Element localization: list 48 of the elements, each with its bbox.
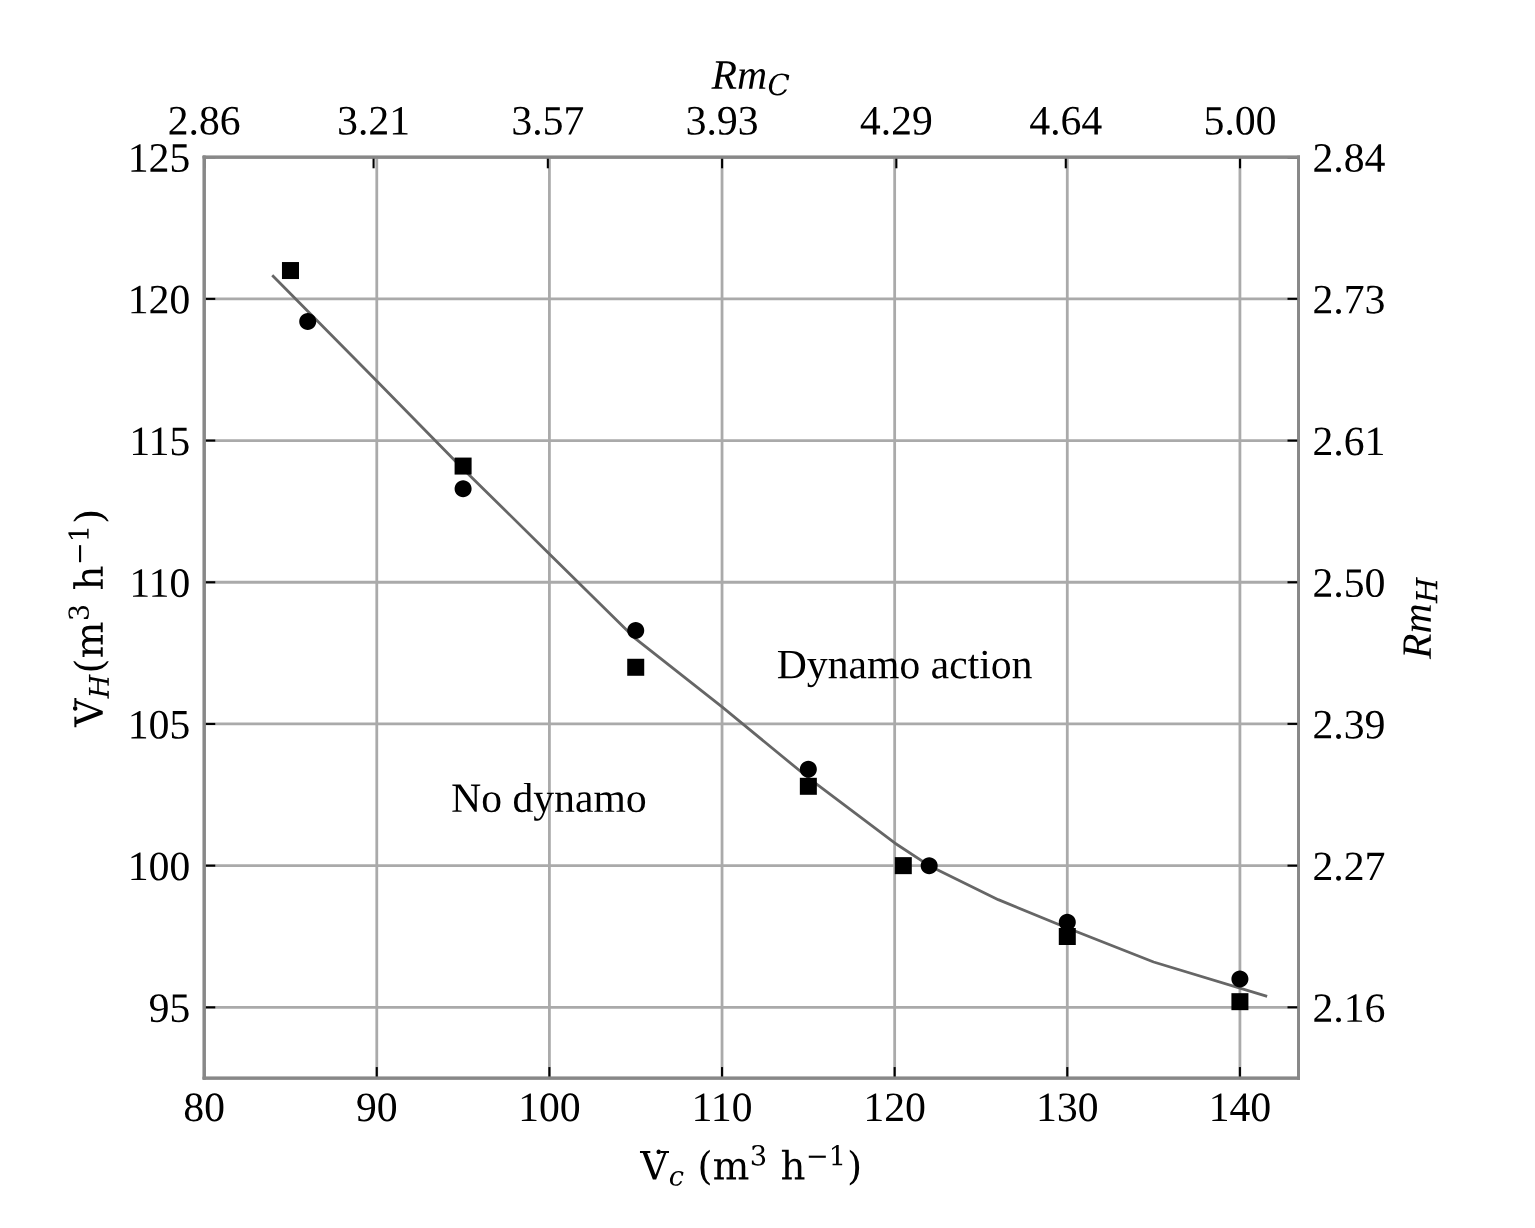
line-series (271, 274, 1268, 998)
y-tick-label: 110 (132, 569, 189, 598)
x-tick-label: 140 (1212, 1093, 1270, 1122)
y-tick-label: 120 (131, 285, 189, 314)
x-tick-label: 90 (357, 1093, 397, 1122)
y-axis-title: V̇$_{H}$(m$^{3}$ h$^{−1}$) (68, 511, 109, 728)
x2-tick-label: 2.86 (169, 106, 240, 136)
point (627, 621, 645, 639)
point (281, 262, 299, 280)
point (894, 857, 912, 875)
point (1231, 970, 1249, 988)
y2-tick-label: 2.61 (1314, 427, 1383, 456)
y2-tick-label: 2.73 (1314, 285, 1384, 314)
x-tick-label: 100 (521, 1093, 580, 1122)
x-tick-label: 120 (867, 1093, 925, 1122)
point (454, 480, 472, 498)
x2-tick-label: 3.93 (687, 106, 757, 136)
x-axis-title: V̇$_{c}$ (m$^{3}$ h$^{−1}$) (639, 1145, 860, 1186)
y2-tick-label: 2.16 (1314, 994, 1385, 1023)
point (1058, 927, 1076, 945)
annotation: Dynamo action (777, 650, 1032, 688)
point (799, 777, 817, 795)
x2-tick-label: 4.29 (860, 106, 932, 136)
point (799, 760, 817, 778)
x-tick-label: 110 (695, 1093, 751, 1122)
y2-tick-label: 2.84 (1314, 143, 1385, 173)
point (454, 457, 472, 475)
point (1231, 993, 1249, 1011)
y-tick-label: 105 (131, 710, 189, 739)
point (627, 658, 645, 676)
x2-tick-label: 4.64 (1030, 106, 1102, 136)
y2-tick-label: 2.39 (1314, 710, 1384, 739)
x-tick-label: 130 (1039, 1093, 1097, 1122)
x2-tick-label: 5.00 (1206, 106, 1275, 136)
point (299, 313, 317, 331)
y-tick-label: 100 (131, 852, 189, 881)
x2-tick-label: 3.21 (339, 106, 408, 136)
y-tick-label: 95 (149, 994, 189, 1023)
point (920, 857, 938, 875)
annotation: No dynamo (452, 782, 646, 821)
y2-axis-title: Rm$_{H}$ (1403, 577, 1438, 660)
y-tick-label: 125 (131, 144, 189, 173)
x2-tick-label: 3.57 (513, 106, 584, 136)
y-tick-label: 115 (132, 427, 189, 456)
x2-axis-title: Rm$_{C}$ (711, 61, 790, 96)
x-tick-label: 80 (184, 1093, 224, 1122)
y2-tick-label: 2.27 (1314, 852, 1385, 881)
y2-tick-label: 2.50 (1314, 568, 1384, 598)
